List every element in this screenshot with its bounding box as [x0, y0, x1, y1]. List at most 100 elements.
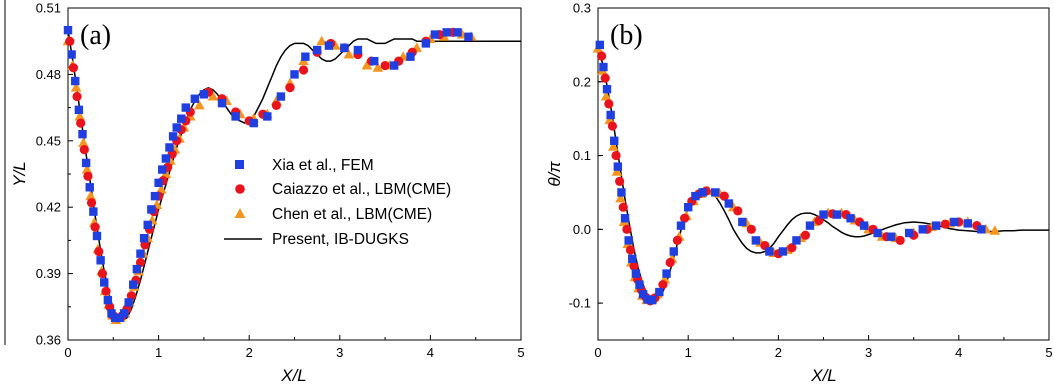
- data-point-chen: [600, 91, 612, 101]
- y-tick-label: 0.0: [573, 222, 591, 237]
- data-point-caiazzo: [126, 291, 137, 301]
- data-point-fem: [276, 92, 286, 101]
- data-point-fem: [662, 269, 671, 278]
- x-tick-label: 0: [64, 345, 71, 360]
- data-point-chen: [615, 192, 626, 203]
- data-point-fem: [711, 188, 720, 197]
- data-point-fem: [613, 162, 623, 171]
- y-tick-label: 0.42: [36, 200, 61, 215]
- data-point-fem: [873, 228, 882, 238]
- data-point-caiazzo: [105, 302, 115, 312]
- data-point-chen: [372, 62, 384, 72]
- panel-b: (b) X/L θ/π 0 1 2 3 4 5 -0.1 0.0 0.1 0.2 0.3: [545, 1, 1053, 386]
- data-point-caiazzo: [79, 145, 89, 155]
- data-point-fem: [353, 45, 363, 55]
- x-tick-label: 0: [594, 345, 601, 360]
- data-point-caiazzo: [97, 269, 108, 279]
- data-point-fem: [190, 94, 200, 103]
- plot-frame-b: [597, 7, 1050, 341]
- data-point-fem: [691, 191, 700, 201]
- x-axis-label-b: X/L: [810, 366, 837, 385]
- ticks-a: 0 1 2 3 4 5 0.36 0.39 0.42 0.45 0.48 0.51: [36, 1, 525, 361]
- data-point-fem: [370, 56, 379, 66]
- data-point-fem: [406, 52, 415, 61]
- y-axis-label-a: Y/L: [10, 161, 29, 187]
- data-point-caiazzo: [611, 150, 621, 161]
- data-point-caiazzo: [719, 191, 729, 201]
- data-point-fem: [453, 28, 462, 37]
- data-point-fem: [599, 62, 608, 72]
- x-tick-label: 2: [775, 345, 782, 360]
- legend-label-caiazzo: Caiazzo et al., LBM(CME): [272, 181, 451, 198]
- data-point-fem: [430, 30, 440, 39]
- data-point-fem: [859, 221, 869, 230]
- x-tick-label: 5: [1045, 345, 1052, 360]
- series-b: [592, 40, 1049, 306]
- data-point-fem: [421, 39, 431, 48]
- data-point-fem: [389, 61, 399, 70]
- data-point-caiazzo: [607, 121, 618, 131]
- data-point-caiazzo: [787, 243, 797, 253]
- data-point-fem: [610, 136, 619, 145]
- data-point-fem: [963, 219, 973, 228]
- data-point-chen: [78, 137, 89, 148]
- data-point-caiazzo: [665, 257, 675, 268]
- data-point-fem: [904, 228, 914, 238]
- data-point-fem: [655, 287, 664, 297]
- data-point-caiazzo: [600, 73, 610, 83]
- data-point-caiazzo: [940, 219, 950, 229]
- legend-label-fem: Xia et al., FEM: [272, 157, 374, 174]
- data-point-caiazzo: [672, 235, 682, 245]
- data-point-chen: [611, 166, 623, 176]
- data-point-fem: [154, 178, 163, 188]
- data-point-fem: [199, 90, 209, 99]
- data-point-caiazzo: [90, 222, 100, 232]
- data-point-chen: [85, 190, 96, 201]
- data-point-fem: [92, 231, 102, 241]
- data-point-fem: [324, 41, 334, 50]
- y-tick-label: 0.51: [36, 1, 61, 16]
- data-point-chen: [989, 225, 1001, 235]
- data-point-fem: [724, 199, 733, 208]
- data-point-fem: [119, 309, 129, 318]
- data-point-caiazzo: [140, 240, 150, 250]
- data-point-fem: [124, 298, 133, 307]
- data-point-fem: [805, 221, 815, 230]
- x-tick-label: 4: [955, 345, 962, 360]
- data-point-fem: [684, 203, 693, 212]
- data-point-caiazzo: [298, 65, 309, 75]
- data-point-caiazzo: [94, 246, 104, 257]
- data-point-fem: [340, 43, 349, 53]
- data-point-caiazzo: [65, 36, 75, 46]
- data-point-fem: [638, 290, 648, 299]
- data-point-fem: [595, 40, 605, 50]
- legend-label-present: Present, IB-DUGKS: [272, 231, 409, 248]
- data-point-fem: [647, 295, 657, 305]
- data-point-fem: [158, 165, 167, 174]
- data-point-caiazzo: [271, 100, 281, 110]
- data-point-fem: [177, 114, 186, 123]
- data-point-fem: [129, 280, 138, 289]
- data-point-fem: [602, 84, 612, 94]
- data-point-fem: [67, 50, 76, 59]
- data-point-fem: [832, 210, 842, 219]
- data-point-caiazzo: [68, 63, 79, 73]
- data-point-fem: [918, 225, 927, 234]
- y-axis-label-b: θ/π: [545, 161, 564, 187]
- data-point-chen: [81, 164, 93, 174]
- data-point-caiazzo: [597, 51, 607, 61]
- legend-marker-fem: [235, 160, 244, 169]
- data-point-fem: [115, 313, 124, 323]
- data-point-fem: [89, 207, 98, 216]
- data-point-caiazzo: [83, 171, 93, 181]
- data-point-fem: [669, 247, 678, 256]
- data-point-fem: [263, 112, 272, 121]
- x-tick-label: 4: [427, 345, 434, 360]
- x-axis-label-a: X/L: [280, 366, 307, 385]
- x-tick-label: 5: [517, 345, 524, 360]
- data-point-caiazzo: [618, 202, 628, 212]
- panel-a: (a) X/L Y/L 0 1 2 3 4 5 0.36 0.39 0.42 0.45 0.48 0.…: [10, 1, 525, 386]
- y-tick-label: 0.2: [573, 74, 591, 89]
- data-point-fem: [628, 254, 637, 264]
- data-point-fem: [150, 191, 160, 201]
